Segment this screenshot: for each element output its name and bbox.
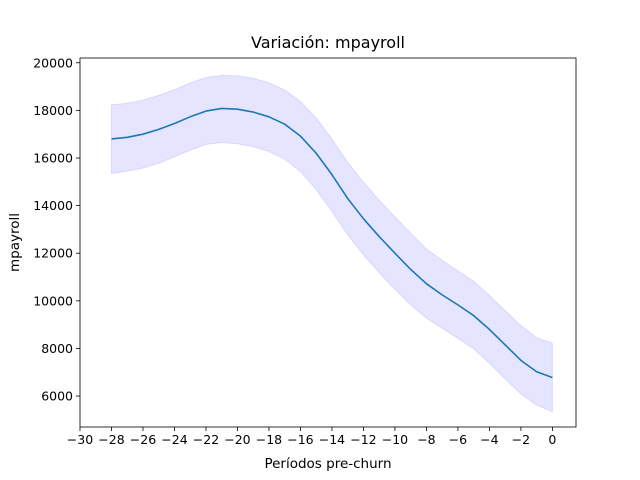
y-tick-label: 10000 <box>33 293 73 308</box>
x-tick-label: −6 <box>449 432 467 447</box>
x-tick-label: −12 <box>350 432 376 447</box>
y-tick-label: 14000 <box>33 198 73 213</box>
y-axis-ticks: 6000 8000 10000 12000 14000 16000 18000 20000 <box>33 55 80 404</box>
y-tick-label: 6000 <box>41 389 73 404</box>
x-tick-label: −24 <box>161 432 187 447</box>
y-tick-label: 16000 <box>33 150 73 165</box>
x-axis-ticks: −30 −28 −26 −24 −22 −20 −18 −16 −14 −12 −10 −8 −6 −4−… <box>67 427 556 447</box>
y-tick-label: 18000 <box>33 103 73 118</box>
y-tick-label: 8000 <box>41 341 73 356</box>
x-tick-label: −14 <box>319 432 345 447</box>
confidence-band <box>110 74 553 413</box>
chart-title: Variación: mpayroll <box>251 33 405 52</box>
x-tick-label: −26 <box>130 432 156 447</box>
x-tick-label: −4 <box>480 432 498 447</box>
y-axis-label: mpayroll <box>7 213 23 272</box>
x-axis-label: Períodos pre-churn <box>264 456 391 472</box>
x-tick-label: −8 <box>417 432 435 447</box>
x-tick-label: −16 <box>287 432 313 447</box>
x-tick-label: −20 <box>224 432 250 447</box>
confidence-band-layer <box>110 74 553 413</box>
x-tick-label: 0 <box>548 432 556 447</box>
x-tick-label: −30 <box>67 432 93 447</box>
x-tick-label: −28 <box>98 432 124 447</box>
y-tick-label: 12000 <box>33 246 73 261</box>
series-line-layer <box>111 107 553 379</box>
x-tick-label: −18 <box>256 432 282 447</box>
x-tick-label: −22 <box>193 432 219 447</box>
y-tick-label: 20000 <box>33 55 73 70</box>
plot-frame <box>79 57 577 428</box>
x-tick-label: −10 <box>382 432 408 447</box>
series-line <box>111 107 553 379</box>
x-tick-label: −2 <box>512 432 530 447</box>
